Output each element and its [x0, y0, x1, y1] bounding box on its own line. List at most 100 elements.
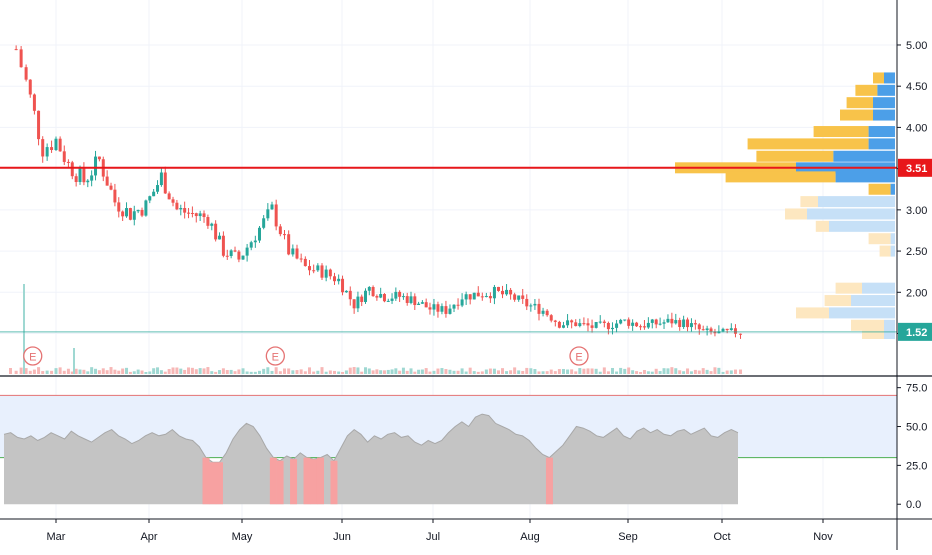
- time-tick-label: Sep: [618, 531, 638, 543]
- rsi-area: [3, 413, 739, 505]
- candle-body: [602, 321, 606, 323]
- volume-bar: [537, 371, 541, 374]
- volume-bar: [420, 369, 424, 374]
- volume-bar: [717, 367, 721, 374]
- candle-body: [444, 306, 448, 314]
- volume-bar: [424, 368, 428, 374]
- volume-bar: [19, 367, 23, 374]
- profile-bar-down: [818, 196, 895, 208]
- earnings-marker: [265, 346, 285, 366]
- volume-bar: [610, 367, 614, 374]
- volume-bar: [476, 371, 480, 374]
- candle-body: [183, 208, 187, 213]
- volume-bar: [662, 368, 666, 374]
- volume-bar: [109, 367, 113, 374]
- price-lines: [0, 166, 897, 333]
- earnings-marker-label: E: [575, 352, 582, 364]
- volume-bar: [557, 369, 561, 374]
- candle-body: [303, 258, 307, 267]
- volume-bar: [86, 371, 90, 374]
- candle-body: [253, 240, 257, 243]
- profile-bar-down: [884, 319, 895, 331]
- volume-bar: [456, 370, 460, 374]
- rsi-tick-label: 25.0: [906, 460, 927, 472]
- candle-body: [448, 308, 452, 314]
- candle-body: [460, 299, 464, 306]
- candle-body: [152, 191, 156, 197]
- price-label-box: [898, 158, 932, 177]
- price-tick-label: 2.00: [906, 287, 927, 299]
- candle-body: [194, 213, 198, 217]
- candle-body: [557, 321, 561, 328]
- candle-body: [619, 319, 623, 324]
- volume-bar: [245, 371, 249, 374]
- profile-bar-down: [829, 307, 895, 319]
- candle-body: [82, 167, 86, 183]
- volume-bar: [541, 371, 545, 374]
- volume-bar: [725, 370, 729, 374]
- volume-bar: [274, 367, 278, 374]
- profile-bar-down: [829, 220, 895, 232]
- volume-bar: [253, 371, 257, 374]
- candle-body: [58, 138, 62, 152]
- candle-body: [697, 324, 701, 330]
- candle-body: [646, 322, 650, 328]
- volume-bar: [606, 371, 610, 374]
- candle-body: [570, 320, 574, 323]
- volume-bar: [709, 371, 713, 374]
- candle-body: [159, 172, 163, 186]
- volume-bar: [225, 370, 229, 374]
- volume-bar: [113, 369, 117, 374]
- rsi-area-fill: [4, 414, 738, 505]
- volume-bar: [650, 371, 654, 374]
- price-label-text: 3.51: [906, 163, 927, 175]
- volume-bar: [379, 370, 383, 374]
- volume-bar: [549, 369, 553, 374]
- candle-body: [225, 255, 229, 257]
- candle-body: [615, 323, 619, 328]
- volume-bar: [206, 367, 210, 374]
- volume-spike: [9, 368, 12, 374]
- candle-body: [206, 217, 210, 226]
- rsi-tick-label: 75.0: [906, 383, 927, 395]
- candle-body: [424, 302, 428, 308]
- volume-bar: [686, 368, 690, 374]
- candle-body: [125, 208, 129, 217]
- time-tick-label: Jul: [426, 531, 440, 543]
- candle-body: [521, 295, 525, 299]
- candle-body: [733, 328, 737, 334]
- volume-bar: [545, 371, 549, 374]
- volume-bar: [210, 371, 214, 374]
- candle-body: [574, 322, 578, 327]
- candle-body: [262, 218, 266, 228]
- profile-bar-down: [890, 245, 895, 257]
- rsi-tick-label: 50.0: [906, 422, 927, 434]
- profile-bar-down: [851, 295, 895, 307]
- candle-body: [117, 202, 121, 212]
- candle-body: [578, 323, 582, 327]
- volume-bar: [136, 369, 140, 374]
- volume-bar: [90, 367, 94, 374]
- volume-bar: [705, 369, 709, 374]
- volume-bar: [125, 367, 129, 374]
- candle-body: [650, 319, 654, 323]
- profile-bar-up: [862, 328, 884, 340]
- rsi-oversold-bar: [202, 457, 210, 505]
- volume-bar: [258, 370, 261, 374]
- rsi-oversold-bar: [209, 462, 217, 505]
- candle-body: [382, 294, 386, 302]
- candle-body: [258, 227, 261, 241]
- volume-bar: [367, 368, 371, 374]
- volume-bar: [496, 370, 500, 374]
- earnings-marker: [23, 346, 43, 366]
- volume-bar: [586, 368, 590, 374]
- volume-bar: [578, 368, 582, 374]
- volume-bar: [682, 371, 686, 374]
- candle-body: [171, 199, 175, 203]
- volume-bar: [382, 370, 386, 374]
- candle-body: [627, 319, 631, 326]
- volume-profile: [675, 72, 895, 340]
- candle-body: [484, 296, 488, 298]
- volume-bar: [249, 371, 253, 374]
